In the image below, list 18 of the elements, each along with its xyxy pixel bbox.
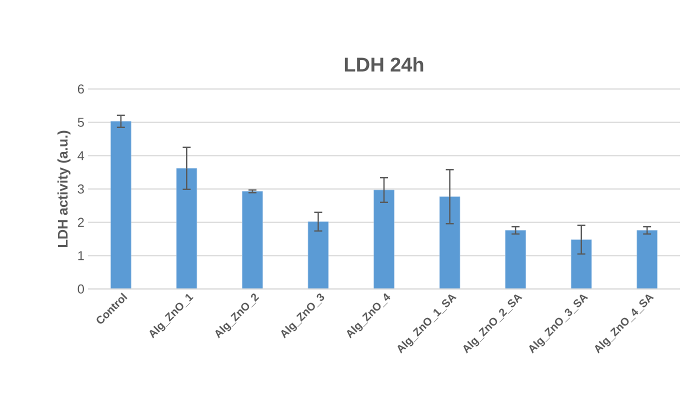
- bar: [308, 221, 329, 289]
- y-tick-label: 5: [78, 118, 84, 127]
- bar: [505, 230, 526, 289]
- bar: [636, 230, 658, 289]
- y-axis-title: LDH activity (a.u.): [57, 130, 70, 247]
- bar: [570, 239, 592, 289]
- bar: [374, 190, 394, 289]
- y-tick-label: 0: [78, 284, 84, 294]
- bar: [439, 196, 460, 289]
- chart-title: LDH 24h: [344, 57, 424, 72]
- bar: [176, 168, 198, 289]
- y-tick-label: 3: [78, 184, 84, 194]
- bar: [242, 191, 263, 289]
- y-tick-label: 6: [78, 84, 84, 94]
- y-tick-label: 4: [78, 151, 84, 160]
- bar: [110, 121, 132, 289]
- y-tick-label: 1: [78, 251, 84, 260]
- y-tick-label: 2: [78, 218, 84, 227]
